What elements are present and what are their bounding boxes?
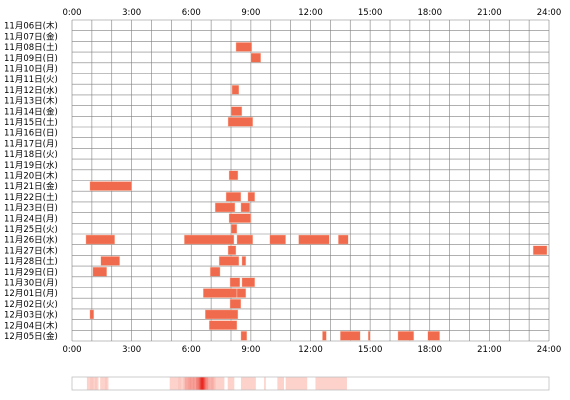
activity-bar (230, 278, 240, 287)
activity-bar (251, 53, 261, 62)
row-label: 11月23日(日) (4, 204, 58, 214)
activity-bar (340, 331, 360, 340)
activity-bar (231, 107, 242, 116)
x-tick-label-bottom: 18:00 (418, 345, 443, 355)
row-label: 11月30日(月) (4, 279, 58, 289)
x-tick-label-bottom: 12:00 (298, 345, 323, 355)
x-tick-label-bottom: 15:00 (358, 345, 383, 355)
activity-bar (209, 321, 237, 330)
row-label: 12月04日(木) (4, 320, 58, 331)
activity-bar (236, 42, 252, 51)
activity-bar (533, 246, 547, 255)
x-tick-label-bottom: 9:00 (241, 345, 260, 355)
row-label: 11月10日(月) (4, 65, 58, 75)
x-tick-label-bottom: 6:00 (182, 345, 201, 355)
activity-bar (299, 235, 330, 244)
row-label: 11月13日(木) (4, 96, 58, 107)
activity-bar (184, 235, 234, 244)
row-label: 11月26日(水) (4, 235, 58, 246)
x-tick-label-top: 15:00 (358, 8, 383, 18)
activity-bar (229, 214, 251, 223)
row-label: 11月06日(木) (4, 21, 58, 32)
row-label: 11月09日(日) (4, 54, 58, 64)
activity-bar (237, 289, 246, 298)
activity-bar (101, 256, 120, 265)
activity-bar (90, 310, 94, 319)
row-label: 11月20日(木) (4, 171, 58, 182)
activity-bar (237, 235, 253, 244)
x-tick-label-top: 18:00 (418, 8, 443, 18)
x-tick-label-bottom: 24:00 (537, 345, 562, 355)
row-label: 12月03日(水) (4, 310, 58, 321)
activity-bar (203, 289, 237, 298)
x-tick-label-top: 12:00 (298, 8, 323, 18)
x-tick-label-bottom: 3:00 (122, 345, 141, 355)
activity-bar (229, 171, 238, 180)
x-tick-label-top: 21:00 (477, 8, 502, 18)
row-label: 11月27日(木) (4, 245, 58, 256)
activity-bar (90, 182, 132, 191)
row-label: 11月19日(水) (4, 160, 58, 171)
row-label: 12月02日(火) (4, 300, 58, 310)
x-tick-label-top: 6:00 (182, 8, 201, 18)
row-label: 11月16日(日) (4, 129, 58, 139)
activity-bar (205, 310, 238, 319)
row-label: 11月18日(火) (4, 150, 58, 160)
row-label: 11月15日(土) (4, 117, 58, 128)
x-tick-label-bottom: 21:00 (477, 345, 502, 355)
row-label: 12月05日(金) (4, 331, 58, 342)
row-label: 11月08日(土) (4, 42, 58, 53)
x-tick-label-bottom: 0:00 (62, 345, 81, 355)
row-label: 11月24日(月) (4, 214, 58, 224)
row-label: 11月22日(土) (4, 192, 58, 203)
activity-bar (231, 224, 237, 233)
activity-bar (228, 246, 236, 255)
row-label: 11月21日(金) (4, 181, 58, 192)
labels-layer: 11月06日(木)11月07日(金)11月08日(土)11月09日(日)11月1… (4, 21, 58, 342)
activity-bar (368, 331, 370, 340)
activity-bar (226, 192, 241, 201)
row-label: 12月01日(月) (4, 289, 58, 299)
activity-bar (428, 331, 440, 340)
x-tick-label-top: 0:00 (62, 8, 81, 18)
density-strip (72, 377, 549, 390)
row-label: 11月25日(火) (4, 225, 58, 235)
activity-bar (215, 203, 235, 212)
activity-bar (232, 85, 239, 94)
x-tick-label-top: 24:00 (537, 8, 562, 18)
activity-bar (219, 256, 239, 265)
activity-bar (242, 278, 255, 287)
activity-bar (228, 117, 253, 126)
x-tick-label-top: 9:00 (241, 8, 260, 18)
row-label: 11月14日(金) (4, 106, 58, 117)
activity-bar (241, 203, 250, 212)
activity-bar (86, 235, 115, 244)
row-label: 11月12日(水) (4, 85, 58, 96)
activity-bar (322, 331, 326, 340)
activity-bar (210, 267, 220, 276)
row-label: 11月17日(月) (4, 139, 58, 149)
activity-bar (241, 331, 247, 340)
activity-bar (242, 256, 246, 265)
activity-bar (248, 192, 255, 201)
row-label: 11月28日(土) (4, 256, 58, 267)
activity-bar (230, 299, 241, 308)
activity-bar (270, 235, 286, 244)
activity-bar (338, 235, 348, 244)
row-label: 11月29日(日) (4, 268, 58, 278)
row-label: 11月07日(金) (4, 31, 58, 42)
activity-bar (93, 267, 107, 276)
activity-bar (398, 331, 414, 340)
row-label: 11月11日(火) (4, 75, 58, 85)
x-tick-label-top: 3:00 (122, 8, 141, 18)
